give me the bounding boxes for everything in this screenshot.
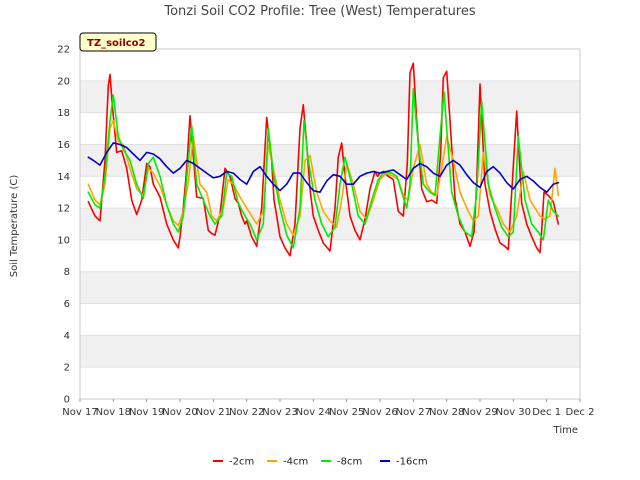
x-tick-label: Nov 26 <box>362 407 397 418</box>
y-tick-label: 16 <box>57 140 70 151</box>
plot-frame <box>79 48 581 400</box>
y-tick-label: 8 <box>64 267 70 278</box>
y-tick-label: 12 <box>57 204 70 215</box>
background-band <box>80 271 580 304</box>
y-tick-label: 22 <box>57 45 70 56</box>
y-tick-label: 4 <box>64 331 70 342</box>
x-tick-label: Dec 2 <box>566 407 595 418</box>
background-band <box>80 80 580 113</box>
chart-title: Tonzi Soil CO2 Profile: Tree (West) Temp… <box>163 4 476 19</box>
x-tick-label: Nov 21 <box>196 407 231 418</box>
x-tick-label: Nov 23 <box>262 407 297 418</box>
site-badge: TZ_soilco2 <box>79 32 157 52</box>
x-tick-label: Nov 30 <box>496 407 531 418</box>
x-tick-label: Nov 29 <box>462 407 497 418</box>
y-tick-label: 14 <box>57 172 70 183</box>
x-axis-title: Time <box>553 425 578 436</box>
series-line-4 <box>87 142 560 193</box>
y-tick-label: 2 <box>64 363 70 374</box>
legend: -2cm -4cm -8cm -16cm <box>213 457 428 468</box>
background-band <box>80 335 580 368</box>
x-tick-label: Nov 20 <box>162 407 197 418</box>
series-line-3 <box>87 88 560 249</box>
x-tick-label: Nov 28 <box>429 407 464 418</box>
site-badge-box <box>79 32 157 52</box>
legend-label: -8cm <box>337 457 362 468</box>
series-lines <box>87 62 560 257</box>
y-tick-label: 10 <box>57 235 70 246</box>
x-tick-label: Nov 24 <box>296 407 331 418</box>
y-tick-label: 0 <box>64 395 70 406</box>
y-tick-label: 20 <box>57 76 70 87</box>
y-axis-ticks: 0 2 4 6 8 10 12 14 16 18 20 22 <box>57 45 70 406</box>
y-tick-label: 18 <box>57 108 70 119</box>
y-axis-title: Soil Temperature (C) <box>9 175 20 278</box>
x-tick-label: Nov 25 <box>329 407 364 418</box>
legend-label: -4cm <box>283 457 308 468</box>
x-tick-label: Nov 27 <box>396 407 431 418</box>
x-tick-label: Nov 22 <box>229 407 264 418</box>
x-tick-label: Dec 1 <box>532 407 561 418</box>
x-tick-label: Nov 19 <box>129 407 164 418</box>
y-tick-label: 6 <box>64 299 70 310</box>
x-tick-label: Nov 17 <box>62 407 97 418</box>
series-line-1 <box>87 62 560 257</box>
legend-label: -16cm <box>396 457 428 468</box>
legend-label: -2cm <box>229 457 254 468</box>
site-badge-label: TZ_soilco2 <box>87 38 146 49</box>
background-bands <box>80 80 580 368</box>
x-tick-label: Nov 18 <box>96 407 131 418</box>
